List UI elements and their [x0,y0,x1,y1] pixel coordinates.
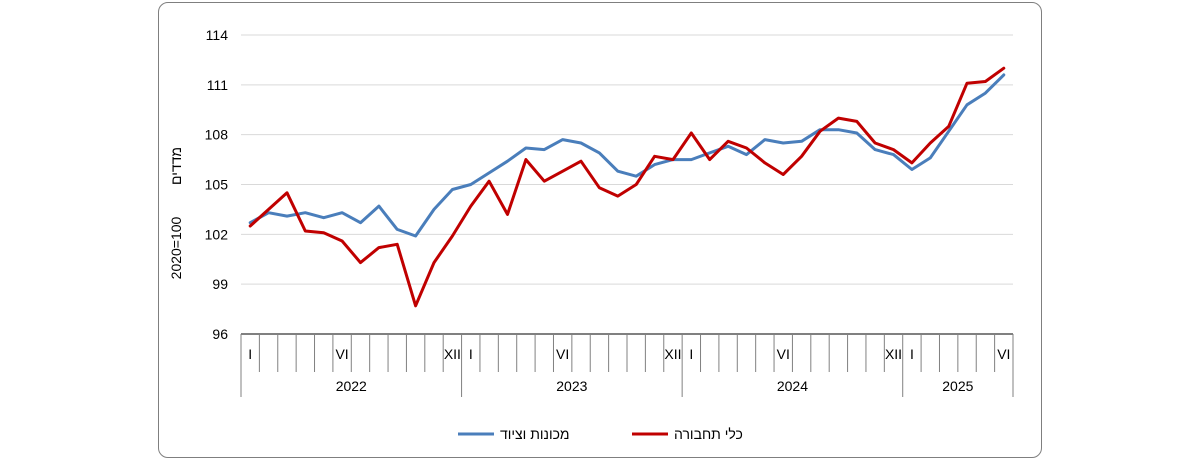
month-label: XII [664,346,681,362]
series-lines [248,66,1006,308]
series-line-vehicles [248,66,1006,308]
month-label: VI [777,346,790,362]
year-label: 2024 [777,378,808,394]
legend: מכונות וציוד כלי תחבורה [458,426,743,442]
y-tick-label: 96 [212,326,228,342]
y-tick-label: 111 [207,77,228,93]
gridlines [241,34,1013,285]
month-label: XII [444,346,461,362]
month-label: VI [556,346,569,362]
legend-label-vehicles: כלי תחבורה [674,426,743,442]
month-label: I [248,346,252,362]
y-axis-label-base: 2020=100 [168,216,184,279]
y-axis: 96 99 102 105 108 111 114 [205,27,229,342]
y-tick-label: 105 [205,177,229,193]
month-label: VI [335,346,348,362]
month-label: I [469,346,473,362]
month-label: I [689,346,693,362]
year-label: 2022 [336,378,367,394]
year-label: 2025 [942,378,973,394]
y-tick-label: 99 [212,276,228,292]
y-tick-label: 102 [205,226,229,242]
y-axis-label-index: מדדים [168,147,184,185]
month-label: VI [997,346,1010,362]
legend-label-machinery: מכונות וציוד [500,426,570,442]
month-label: I [910,346,914,362]
y-tick-label: 108 [205,127,229,143]
x-axis: 2022 I VI XII 2023 I VI XII 2024 I VI XII 2025 I VI [240,333,1014,397]
y-tick-label: 114 [206,27,229,43]
month-label: XII [885,346,902,362]
year-label: 2023 [556,378,587,394]
series-line-machinery [248,73,1006,238]
